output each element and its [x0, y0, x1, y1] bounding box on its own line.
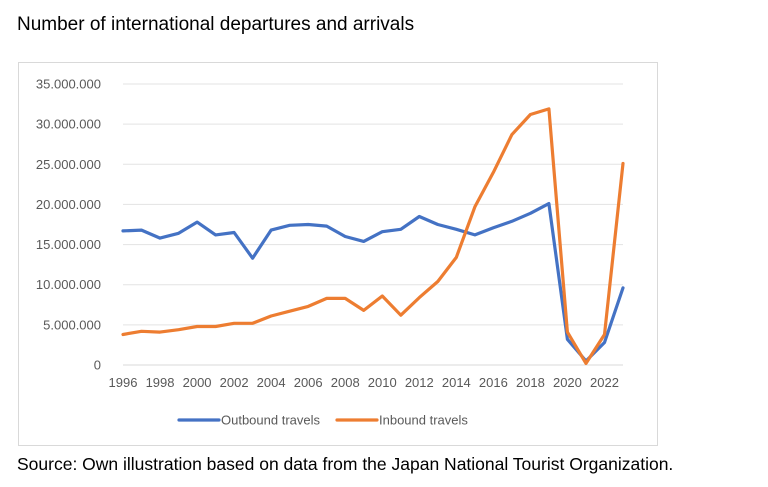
legend: Outbound travels Inbound travels: [177, 413, 468, 428]
series-line-outbound: [121, 202, 625, 363]
series-lines: [121, 107, 625, 365]
x-tick-label: 2016: [479, 375, 508, 390]
x-tick-label: 2012: [405, 375, 434, 390]
x-tick-label: 2000: [183, 375, 212, 390]
y-tick-label: 30.000.000: [36, 117, 101, 132]
y-axis-ticks: 0 5.000.000 10.000.000 15.000.000 20.000.000…: [36, 77, 101, 373]
x-tick-label: 1996: [109, 375, 138, 390]
series-line-inbound: [121, 107, 625, 365]
y-tick-label: 25.000.000: [36, 157, 101, 172]
x-tick-label: 2008: [331, 375, 360, 390]
x-axis-ticks: 1996 1998 2000 2002 2004 2006 2008 2010 2012 2014…: [109, 375, 619, 390]
x-tick-label: 2002: [220, 375, 249, 390]
chart-frame: 0 5.000.000 10.000.000 15.000.000 20.000.000…: [18, 62, 658, 446]
y-tick-label: 10.000.000: [36, 277, 101, 292]
x-tick-label: 2010: [368, 375, 397, 390]
y-tick-label: 20.000.000: [36, 197, 101, 212]
chart-title: Number of international departures and a…: [17, 14, 415, 35]
x-tick-label: 2020: [553, 375, 582, 390]
x-tick-label: 2006: [294, 375, 323, 390]
source-note: Source: Own illustration based on data f…: [17, 454, 674, 474]
y-tick-label: 5.000.000: [43, 317, 101, 332]
x-tick-label: 2018: [516, 375, 545, 390]
legend-label: Inbound travels: [379, 413, 468, 428]
x-tick-label: 2022: [590, 375, 619, 390]
legend-label: Outbound travels: [221, 413, 321, 428]
x-tick-label: 2004: [257, 375, 286, 390]
line-chart: 0 5.000.000 10.000.000 15.000.000 20.000.000…: [36, 77, 625, 428]
y-tick-label: 15.000.000: [36, 237, 101, 252]
x-tick-label: 2014: [442, 375, 471, 390]
y-tick-label: 0: [94, 358, 101, 373]
x-tick-label: 1998: [146, 375, 175, 390]
gridlines: [123, 83, 623, 366]
y-tick-label: 35.000.000: [36, 77, 101, 92]
